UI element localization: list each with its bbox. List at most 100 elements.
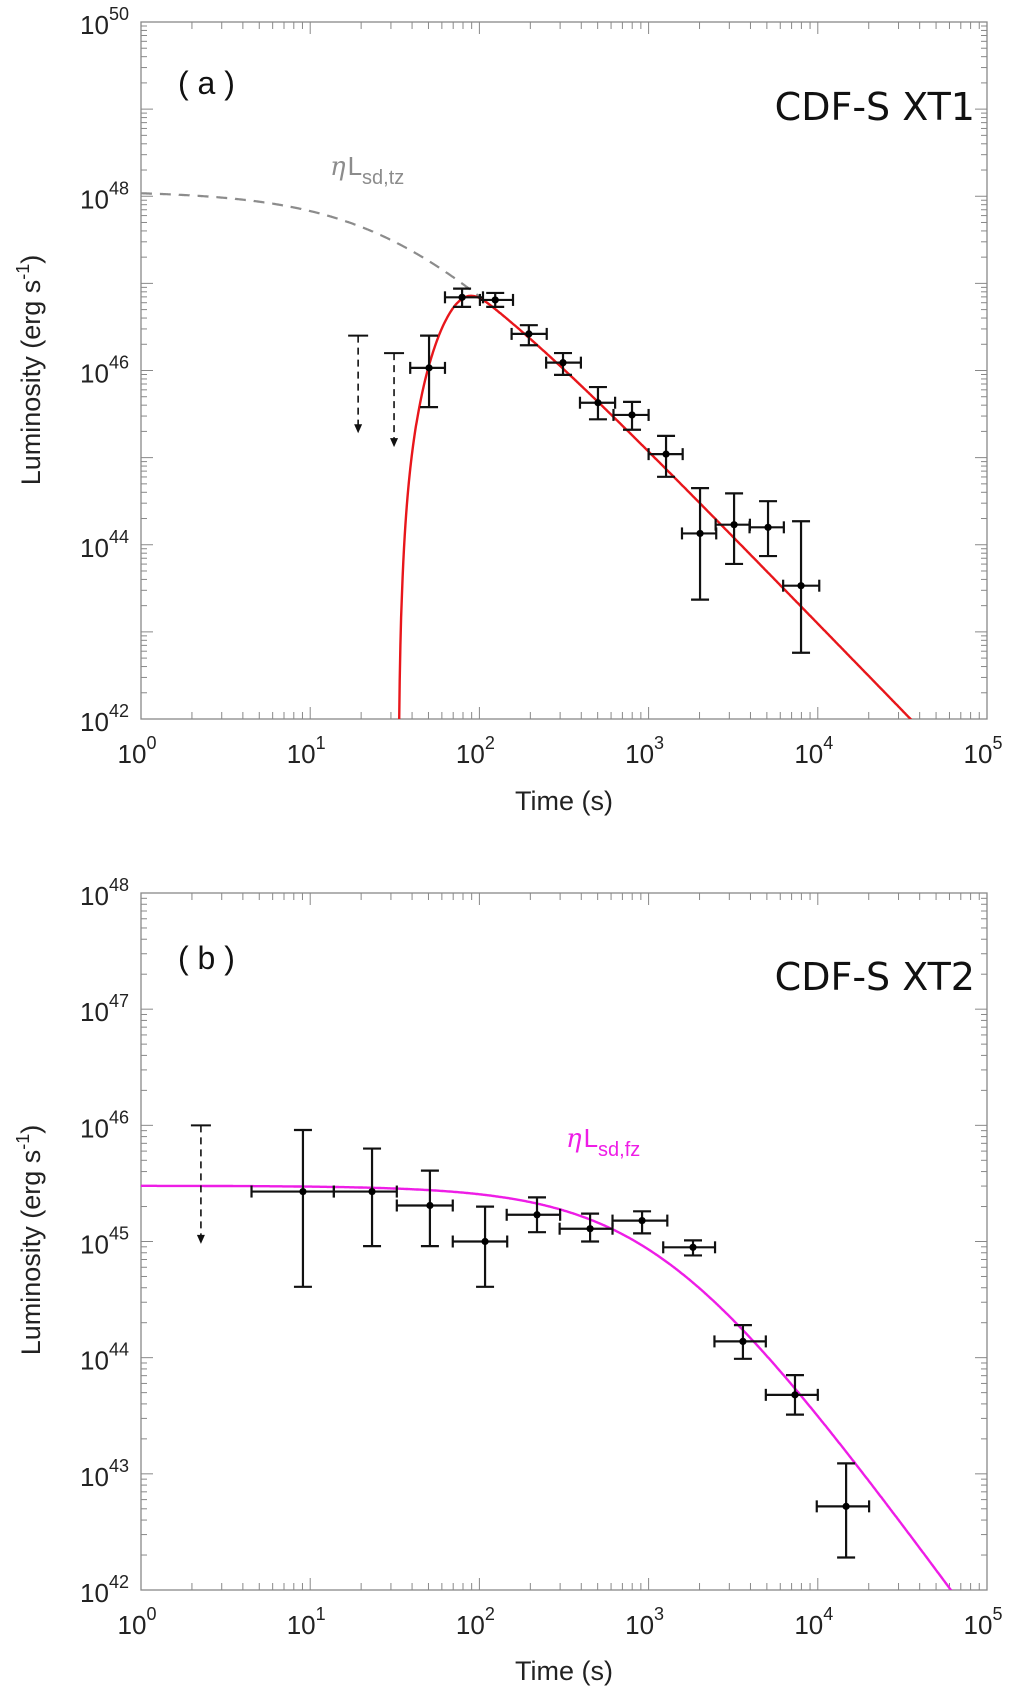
panel-b-model-label-sub: sd,fz xyxy=(598,1139,640,1161)
data-marker xyxy=(628,411,636,419)
panel-a-x-tick-label-exp: 3 xyxy=(654,733,664,753)
data-marker xyxy=(458,293,466,301)
data-marker xyxy=(842,1502,850,1510)
panel-a-x-tick-label-base: 10 xyxy=(794,739,823,769)
panel-a-y-tick-label: 1048 xyxy=(80,178,129,214)
panel-a-data-point xyxy=(478,291,515,308)
data-marker xyxy=(425,364,433,372)
panel-b-x-tick-label: 104 xyxy=(794,1604,833,1640)
panel-a-x-tick-label-exp: 2 xyxy=(485,733,495,753)
panel-b-x-tick-label-exp: 5 xyxy=(992,1604,1002,1624)
panel-b-data-point xyxy=(815,1462,871,1559)
panel-a: 100 101 102 103 104 105 10421044104610481050 … xyxy=(13,4,1002,816)
panel-a-x-tick-label-base: 10 xyxy=(287,739,316,769)
arrow-down-icon xyxy=(354,424,363,434)
panel-b-model-label: ηLsd,fz xyxy=(566,1123,640,1161)
data-marker xyxy=(559,359,567,367)
panel-a-upper-limits xyxy=(348,334,405,448)
panel-b-x-tick-labels: 100 101 102 103 104 105 xyxy=(118,1604,1003,1640)
panel-a-y-tick-label: 1044 xyxy=(80,527,129,563)
panel-a-x-tick-label: 103 xyxy=(625,733,664,769)
panel-b-y-axis-label-main: Luminosity (erg s xyxy=(16,1150,46,1356)
data-marker xyxy=(533,1211,541,1219)
panel-b-x-tick-label-base: 10 xyxy=(794,1610,823,1640)
panel-b-data-point xyxy=(505,1196,562,1234)
panel-a-x-tick-label-base: 10 xyxy=(964,739,993,769)
panel-b-upper-limits xyxy=(190,1124,211,1244)
data-marker xyxy=(594,399,602,407)
panel-a-data-point xyxy=(409,334,447,409)
panel-b-x-tick-label-base: 10 xyxy=(456,1610,485,1640)
panel-b-y-tick-label-base: 10 xyxy=(80,1346,109,1376)
panel-b-y-tick-label-base: 10 xyxy=(80,1462,109,1492)
panel-a-y-tick-label-base: 10 xyxy=(80,359,109,389)
panel-a-y-tick-label-exp: 46 xyxy=(109,353,129,373)
panel-a-data-point xyxy=(647,434,684,478)
panel-a-ticks xyxy=(140,22,987,720)
data-marker xyxy=(764,523,772,531)
data-marker xyxy=(426,1201,434,1210)
panel-b-x-tick-label: 100 xyxy=(118,1604,157,1640)
panel-b-data-point xyxy=(611,1210,669,1235)
data-marker xyxy=(797,582,805,590)
panel-a-x-tick-label-base: 10 xyxy=(456,739,485,769)
panel-b-y-tick-label-base: 10 xyxy=(80,997,109,1027)
panel-b-x-tick-label-base: 10 xyxy=(287,1610,316,1640)
panel-b-y-tick-label-base: 10 xyxy=(80,1113,109,1143)
panel-b-x-tick-label-exp: 3 xyxy=(654,1604,664,1624)
panel-a-data-points xyxy=(409,287,821,654)
panel-b-x-tick-label: 105 xyxy=(964,1604,1003,1640)
panel-a-data-point xyxy=(578,385,617,421)
panel-b-data-point xyxy=(250,1128,335,1288)
panel-b-data-points xyxy=(250,1128,871,1559)
panel-b-data-point xyxy=(332,1147,398,1248)
data-marker xyxy=(525,330,533,338)
panel-a-model-label-eta: η xyxy=(330,152,346,182)
panel-a-upper-limit xyxy=(384,352,405,448)
panel-b-x-tick-label-base: 10 xyxy=(625,1610,654,1640)
panel-b-x-tick-label-exp: 4 xyxy=(823,1604,833,1624)
panel-a-x-tick-label-base: 10 xyxy=(118,739,147,769)
arrow-down-icon xyxy=(196,1234,205,1244)
panel-a-x-tick-labels: 100 101 102 103 104 105 xyxy=(118,733,1003,769)
panel-b-y-tick-label-exp: 46 xyxy=(109,1107,129,1127)
panel-a-data-point xyxy=(782,520,821,654)
panel-a-y-tick-label-base: 10 xyxy=(80,533,109,563)
panel-a-x-tick-label: 104 xyxy=(794,733,833,769)
panel-a-spindown-model-line xyxy=(141,192,481,298)
panel-b-tag: ( b ) xyxy=(178,940,235,976)
panel-b-data-point xyxy=(713,1324,767,1360)
data-marker xyxy=(368,1187,376,1196)
panel-b-y-tick-label-base: 10 xyxy=(80,1230,109,1260)
panel-a-data-point xyxy=(748,500,785,558)
panel-b-y-tick-label: 1048 xyxy=(80,875,129,911)
panel-a-y-tick-label-base: 10 xyxy=(80,184,109,214)
panel-b-y-tick-label-exp: 48 xyxy=(109,875,129,895)
panel-a-tag: ( a ) xyxy=(178,65,235,101)
panel-a-data-point xyxy=(680,487,718,601)
panel-a-y-axis-label-sup: -1 xyxy=(13,264,33,280)
panel-b-y-tick-label: 1047 xyxy=(80,991,129,1027)
panel-b-x-tick-label-exp: 0 xyxy=(146,1604,156,1624)
panel-b-x-tick-label: 103 xyxy=(625,1604,664,1640)
panel-b-y-tick-label-exp: 43 xyxy=(109,1456,129,1476)
panel-a-x-tick-label: 100 xyxy=(118,733,157,769)
panel-a-title: CDF-S XT1 xyxy=(775,85,975,129)
panel-b-x-tick-label: 102 xyxy=(456,1604,495,1640)
panel-a-y-tick-label-base: 10 xyxy=(80,10,109,40)
panel-a-y-tick-label-base: 10 xyxy=(80,707,109,737)
panel-b: 100 101 102 103 104 105 104210431044104510461… xyxy=(13,875,1002,1686)
panel-b-y-tick-label-exp: 42 xyxy=(109,1572,129,1592)
panel-a-data-point xyxy=(714,492,752,566)
panel-b-y-tick-label-exp: 47 xyxy=(109,991,129,1011)
panel-b-y-axis-label-close: ) xyxy=(16,1125,46,1134)
panel-a-y-tick-label: 1046 xyxy=(80,353,129,389)
panel-a-y-tick-label-exp: 50 xyxy=(109,4,129,24)
panel-b-data-point xyxy=(395,1169,454,1248)
data-marker xyxy=(638,1216,646,1225)
panel-b-x-tick-label-exp: 2 xyxy=(485,1604,495,1624)
panel-a-y-tick-label-exp: 44 xyxy=(109,527,129,547)
